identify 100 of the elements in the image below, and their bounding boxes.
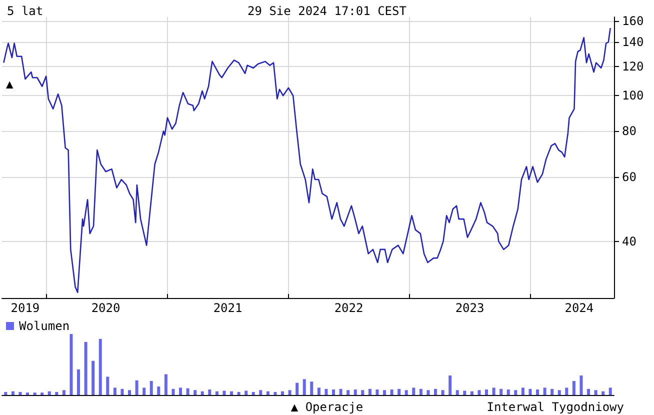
bar <box>172 388 175 395</box>
bar <box>500 388 503 395</box>
bar <box>288 390 292 395</box>
bar <box>310 382 314 395</box>
x-tick-label: 2019 <box>10 301 40 315</box>
bar <box>113 388 116 395</box>
chart-subtitle: 29 Sie 2024 17:01 CEST <box>248 4 406 18</box>
annotation: ▲ <box>6 77 14 91</box>
bar <box>135 380 138 395</box>
bar <box>404 390 408 395</box>
bar <box>62 390 66 395</box>
bar <box>550 388 554 395</box>
bar <box>18 392 22 395</box>
bar <box>77 369 80 395</box>
x-tick-label: 2024 <box>564 301 594 315</box>
y-tick-label: 40 <box>622 234 636 248</box>
bar <box>528 388 532 395</box>
x-tick-label: 2020 <box>91 301 120 315</box>
bar <box>55 392 58 395</box>
bar <box>346 390 350 395</box>
bar <box>179 388 182 395</box>
bar <box>332 390 335 395</box>
bar <box>456 390 459 395</box>
bar <box>186 388 190 395</box>
bar <box>463 390 466 395</box>
bar <box>594 390 598 395</box>
bar <box>317 388 320 395</box>
bar <box>441 390 444 395</box>
bar <box>106 376 110 395</box>
bar <box>485 390 488 395</box>
bar <box>222 390 226 395</box>
y-tick-label: 60 <box>622 170 636 184</box>
bar <box>390 390 394 395</box>
bar <box>281 391 284 395</box>
x-tick-label: 2022 <box>334 301 364 315</box>
bar <box>339 388 342 395</box>
text: ▲ Operacje <box>290 400 364 414</box>
y-tick-label: 160 <box>622 14 644 28</box>
bar <box>237 392 240 395</box>
bar <box>543 388 546 395</box>
bar <box>11 391 14 395</box>
bar <box>506 390 510 395</box>
bar <box>266 391 270 395</box>
bar <box>368 388 372 395</box>
bar <box>244 390 248 395</box>
bar <box>142 388 146 395</box>
bar <box>536 390 539 395</box>
bar <box>128 390 131 395</box>
bar <box>412 388 416 395</box>
bar <box>296 382 299 395</box>
bar <box>230 391 233 395</box>
bar <box>383 390 386 395</box>
x-tick-label: 2021 <box>213 301 242 315</box>
bar <box>70 334 73 395</box>
bar <box>194 390 197 395</box>
bar <box>572 380 576 395</box>
y-tick-label: 100 <box>622 88 644 103</box>
bar <box>208 390 212 395</box>
bar <box>426 390 430 395</box>
line-series <box>3 27 612 294</box>
bar <box>157 386 160 395</box>
chart-title: 5 lat <box>7 4 44 18</box>
bar <box>200 391 204 395</box>
bar <box>259 390 262 395</box>
bar <box>302 379 306 395</box>
bar <box>587 388 590 395</box>
y-tick-label: 120 <box>622 60 644 74</box>
bar <box>448 375 452 395</box>
text: Interwal Tygodniowy <box>486 400 624 414</box>
legend-label: Wolumen <box>19 319 70 333</box>
bar <box>558 390 561 395</box>
bar <box>565 388 568 395</box>
bar <box>84 342 88 395</box>
bar <box>470 391 474 395</box>
bar <box>478 390 481 395</box>
bar <box>608 388 612 395</box>
bar <box>48 391 51 395</box>
bar <box>164 374 168 395</box>
y-tick-label: 80 <box>622 124 636 138</box>
bar <box>434 388 437 395</box>
bar <box>150 380 153 395</box>
bar <box>580 375 583 395</box>
bar <box>521 388 524 395</box>
y-tick-label: 140 <box>622 35 644 50</box>
x-tick-label: 2023 <box>455 301 484 315</box>
bar <box>492 388 496 395</box>
bar <box>361 390 364 395</box>
bar <box>4 392 8 395</box>
bar <box>324 388 328 395</box>
bar <box>92 360 95 395</box>
bar <box>419 388 422 395</box>
bar <box>98 338 102 395</box>
bar <box>398 388 401 395</box>
bar <box>354 390 357 395</box>
bar <box>376 390 379 395</box>
bar <box>274 392 277 395</box>
bar <box>120 388 124 395</box>
bar <box>215 391 218 395</box>
bar <box>602 391 605 395</box>
bar <box>252 392 255 395</box>
